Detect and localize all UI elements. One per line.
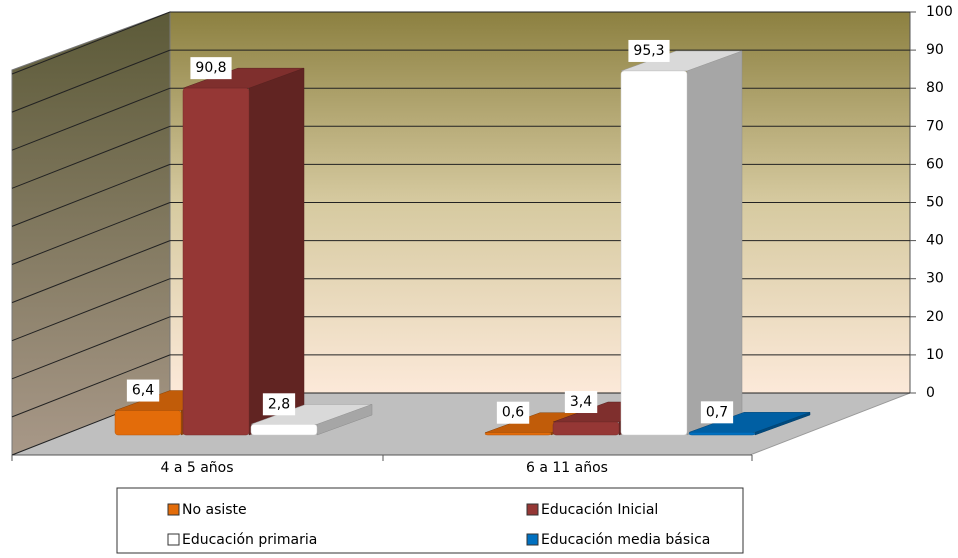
bar [620,50,743,436]
x-tick-label: 6 a 11 años [526,460,608,476]
side-grid-line [11,316,171,380]
x-tick-label: 4 a 5 años [160,460,233,476]
legend-label: Educación media básica [541,532,710,548]
y-tick-label: 10 [926,347,944,363]
side-grid-line [11,278,171,342]
legend-swatch [167,533,180,546]
legend [116,487,744,554]
bar-front [620,70,688,436]
side-grid-line [11,11,171,75]
side-grid-line [11,125,171,189]
y-tick-label: 50 [926,195,944,211]
value-label: 0,6 [502,405,524,421]
legend-label: No asiste [182,502,247,518]
side-grid-line [11,163,171,227]
bar-front [182,87,250,436]
value-label-box [564,391,598,414]
y-tick-label: 0 [926,385,935,401]
value-label: 90,8 [195,60,226,76]
bar-side [248,67,305,436]
value-label-box [262,393,296,416]
legend-label: Educación Inicial [541,502,658,518]
y-tick-label: 80 [926,80,944,96]
value-label-box [190,57,232,80]
bar [250,403,373,436]
value-label-box [126,379,160,402]
value-label: 2,8 [268,396,290,412]
value-label-box [628,39,670,62]
value-label-box [496,401,530,424]
bar [688,411,811,436]
y-tick-label: 70 [926,118,944,134]
legend-label: Educación primaria [182,532,317,548]
y-tick-label: 100 [926,4,953,20]
side-grid-line [11,202,171,265]
legend-swatch [167,503,180,516]
bar-front [688,432,756,436]
y-tick-label: 20 [926,309,944,325]
legend-swatch [526,533,539,546]
side-grid-line [11,87,171,151]
bar-side [686,50,743,436]
value-label-box [700,401,734,424]
value-label: 0,7 [706,404,728,420]
side-grid-line [11,354,171,418]
value-label: 6,4 [132,383,154,399]
legend-swatch [526,503,539,516]
y-tick-label: 90 [926,42,944,58]
bar-front [250,424,318,436]
y-tick-label: 60 [926,156,944,172]
y-tick-label: 30 [926,271,944,287]
y-tick-label: 40 [926,233,944,249]
bar-front [114,410,182,436]
value-label: 3,4 [570,394,592,410]
bar-front [552,421,620,436]
bar [182,67,305,436]
side-grid-line [11,240,171,304]
value-label: 95,3 [633,43,664,59]
bar-front [484,432,552,436]
side-grid-line [11,49,171,113]
